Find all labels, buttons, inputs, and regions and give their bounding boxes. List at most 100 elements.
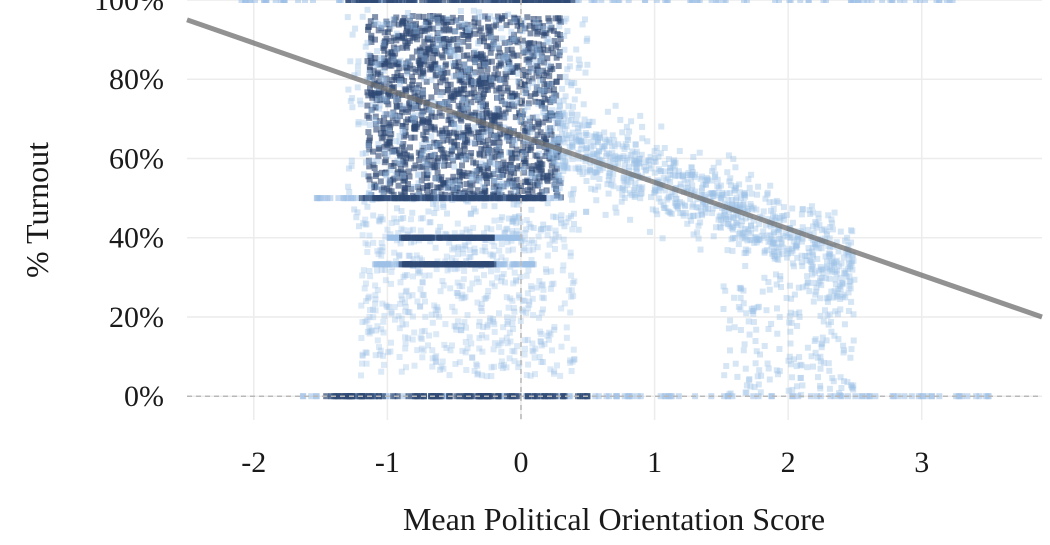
scatter-point [527, 170, 534, 177]
scatter-point [438, 195, 445, 202]
scatter-point [724, 247, 731, 254]
scatter-point [385, 50, 391, 57]
scatter-point [387, 0, 394, 3]
scatter-point [463, 156, 470, 163]
scatter-point [721, 212, 728, 219]
scatter-point [439, 74, 445, 80]
scatter-point [793, 243, 799, 250]
scatter-point [676, 148, 683, 154]
scatter-point [417, 227, 424, 234]
scatter-point [770, 239, 777, 246]
scatter-point [829, 254, 836, 261]
scatter-point [450, 186, 457, 192]
scatter-point [570, 103, 576, 110]
scatter-point [432, 15, 438, 22]
scatter-point [481, 195, 488, 202]
scatter-point [690, 231, 697, 238]
scatter-point [483, 43, 490, 50]
scatter-point [544, 200, 551, 207]
scatter-point [590, 173, 597, 180]
scatter-point [586, 118, 593, 125]
scatter-point [652, 187, 659, 194]
scatter-point [471, 393, 477, 400]
scatter-point [845, 266, 852, 273]
scatter-point [434, 65, 441, 72]
scatter-point [439, 100, 446, 107]
scatter-point [402, 38, 409, 45]
scatter-point [776, 218, 783, 225]
scatter-point [809, 248, 816, 255]
scatter-point [546, 112, 553, 119]
scatter-point [424, 187, 431, 193]
scatter-point [817, 295, 823, 302]
scatter-point [584, 132, 591, 139]
scatter-point [507, 95, 514, 102]
scatter-point [698, 191, 705, 198]
scatter-point [840, 291, 847, 298]
scatter-point [353, 214, 360, 221]
scatter-point [721, 208, 728, 215]
scatter-point [496, 310, 502, 317]
scatter-point [709, 190, 715, 197]
scatter-point [544, 252, 551, 259]
scatter-point [398, 315, 405, 322]
scatter-point [518, 182, 525, 189]
scatter-point [357, 101, 364, 108]
scatter-point [454, 179, 461, 186]
scatter-point [452, 60, 458, 67]
scatter-point [454, 91, 461, 97]
scatter-point [443, 345, 450, 351]
scatter-point [390, 44, 397, 51]
scatter-point [397, 279, 404, 286]
scatter-point [714, 176, 721, 183]
scatter-point [419, 152, 426, 159]
scatter-point [515, 18, 522, 25]
scatter-point [606, 151, 612, 158]
scatter-point [480, 324, 487, 331]
scatter-point [420, 87, 426, 94]
scatter-point [740, 300, 747, 307]
scatter-point [400, 195, 407, 202]
scatter-point [554, 136, 561, 143]
scatter-point [642, 159, 649, 166]
scatter-point [770, 199, 777, 206]
scatter-point [552, 176, 559, 183]
scatter-point [507, 19, 514, 26]
scatter-point [435, 19, 442, 26]
scatter-point [493, 87, 500, 94]
scatter-point [401, 150, 408, 157]
scatter-point [384, 152, 391, 159]
scatter-point [377, 130, 384, 137]
scatter-point [404, 231, 411, 238]
scatter-point [558, 212, 565, 219]
scatter-point [364, 39, 371, 46]
scatter-point [380, 21, 386, 28]
scatter-point [421, 75, 428, 82]
scatter-point [829, 375, 836, 382]
scatter-point [361, 198, 368, 205]
scatter-point [402, 161, 409, 168]
scatter-point [535, 101, 542, 108]
scatter-point [483, 113, 490, 120]
scatter-point [479, 393, 486, 400]
scatter-point [828, 328, 835, 335]
scatter-point [833, 270, 840, 277]
scatter-point [668, 193, 674, 200]
scatter-point [810, 251, 817, 258]
scatter-point [360, 267, 367, 274]
scatter-point [710, 164, 717, 171]
scatter-point [615, 0, 622, 3]
scatter-point [624, 157, 630, 164]
scatter-point [611, 137, 618, 144]
scatter-point [463, 173, 470, 179]
scatter-point [417, 61, 423, 68]
scatter-point [804, 279, 811, 286]
scatter-point [847, 278, 854, 285]
scatter-point [825, 360, 832, 367]
scatter-point [380, 318, 387, 325]
scatter-point [492, 161, 499, 168]
scatter-point [531, 354, 538, 361]
scatter-point [476, 261, 483, 268]
scatter-point [844, 379, 851, 386]
scatter-point [949, 0, 956, 3]
